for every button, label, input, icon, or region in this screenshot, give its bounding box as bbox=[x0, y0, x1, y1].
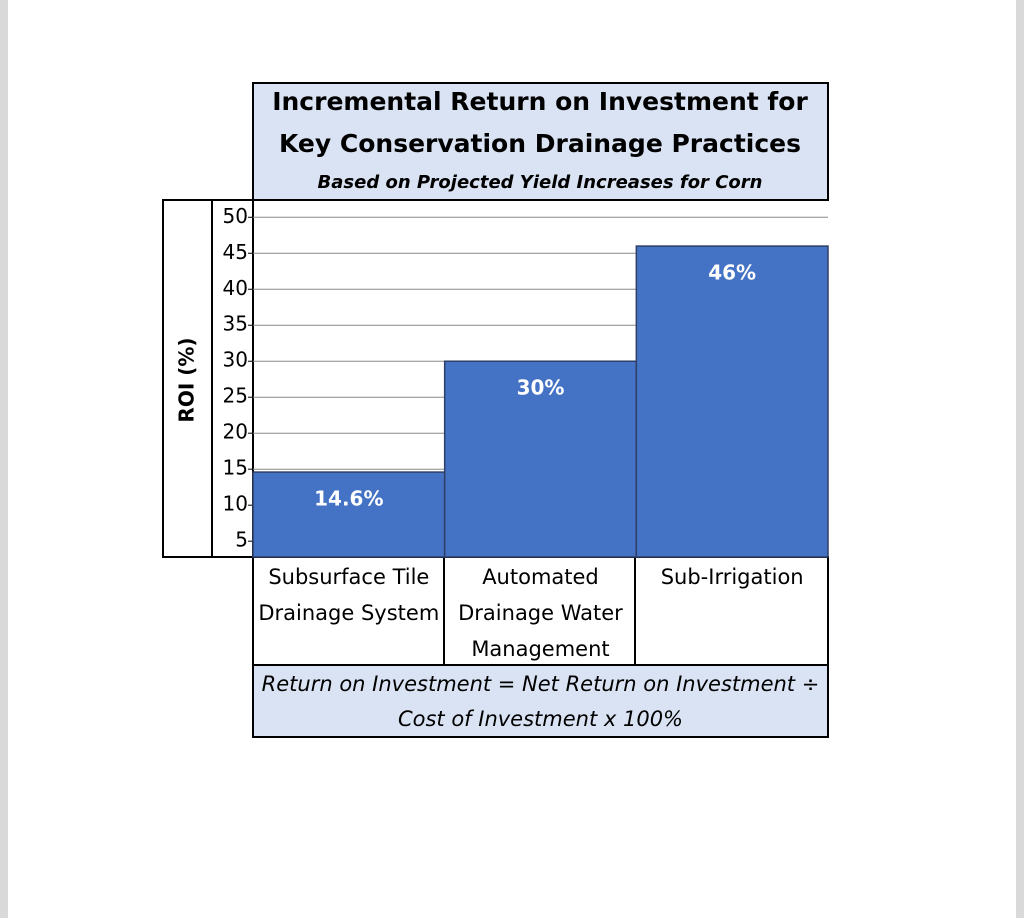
y-tick-label: 25 bbox=[223, 384, 248, 408]
category-box bbox=[252, 556, 829, 666]
chart-subtitle: Based on Projected Yield Increases for C… bbox=[318, 172, 763, 193]
y-tick-label: 50 bbox=[223, 204, 248, 228]
y-tick-label: 5 bbox=[235, 528, 248, 552]
bar bbox=[252, 471, 446, 558]
y-tick-label: 35 bbox=[223, 312, 248, 336]
x-tick-label: Sub-Irrigation bbox=[660, 565, 804, 589]
footnote: Return on Investment = Net Return on Inv… bbox=[261, 672, 820, 731]
chart-title: Incremental Return on Investment for Key … bbox=[272, 87, 808, 158]
value-label: 30% bbox=[517, 376, 565, 400]
bar bbox=[635, 245, 829, 558]
y-tick-box bbox=[211, 199, 254, 558]
page-edge bbox=[0, 0, 8, 918]
page-edge bbox=[1016, 0, 1024, 918]
y-label-box bbox=[162, 199, 213, 558]
x-tick-label: Subsurface Tile Drainage System bbox=[258, 565, 440, 625]
title-box bbox=[252, 82, 829, 201]
x-tick-label: Automated Drainage Water Management bbox=[458, 565, 623, 661]
y-tick-label: 15 bbox=[223, 456, 248, 480]
y-tick-label: 10 bbox=[223, 492, 248, 516]
y-tick-label: 40 bbox=[223, 276, 248, 300]
value-label: 14.6% bbox=[314, 487, 383, 511]
y-tick-label: 30 bbox=[223, 348, 248, 372]
y-tick-label: 45 bbox=[223, 240, 248, 264]
footnote-box bbox=[252, 664, 829, 738]
value-label: 46% bbox=[708, 261, 756, 285]
bar bbox=[443, 360, 638, 558]
y-axis-label: ROI (%) bbox=[175, 337, 199, 422]
y-tick-label: 20 bbox=[223, 420, 248, 444]
